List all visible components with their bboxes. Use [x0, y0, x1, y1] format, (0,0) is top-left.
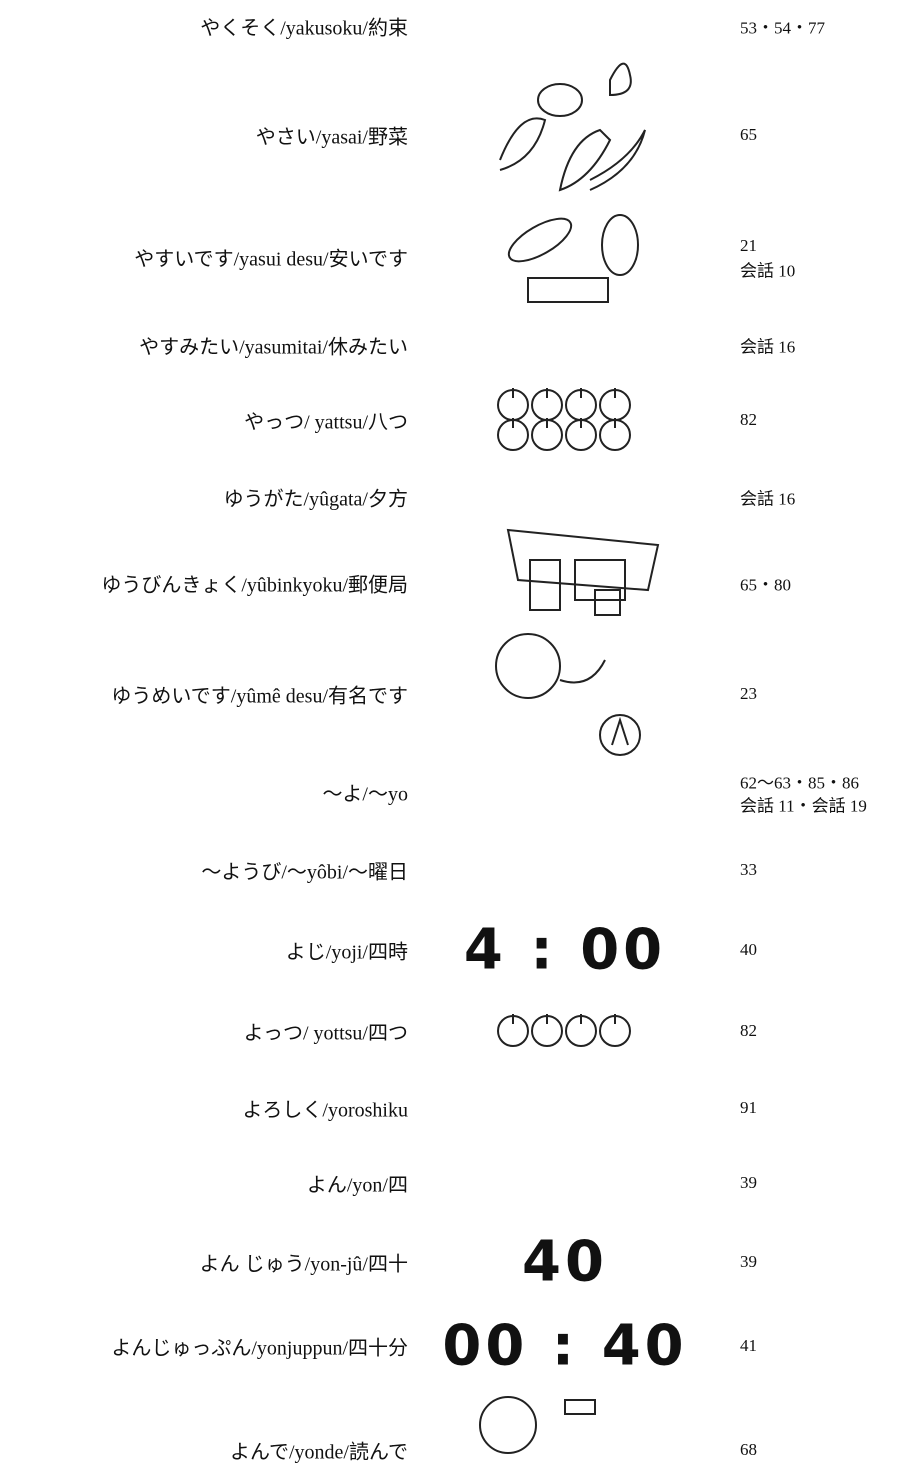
page-ref: 40: [740, 940, 757, 959]
term: よん じゅう/yon-jû/四十: [199, 1253, 408, 1276]
term: やすみたい/yasumitai/休みたい: [139, 336, 408, 359]
term: やっつ/ yattsu/八つ: [244, 411, 408, 434]
term: やさい/yasai/野菜: [255, 126, 408, 149]
image-text: 4 : 00: [463, 917, 667, 983]
page-ref: 39: [740, 1173, 757, 1192]
page-ref: 62～63・85・86: [740, 773, 859, 792]
term: よん/yon/四: [306, 1174, 408, 1197]
page-ref: 41: [740, 1336, 757, 1355]
reading: [479, 1396, 596, 1454]
term: やすいです/yasui desu/安いです: [134, 248, 408, 271]
page-ref: 会話 16: [740, 489, 796, 509]
post-office: [506, 528, 660, 616]
famous-places: [495, 633, 641, 756]
term: ～よ/～yo: [322, 783, 408, 806]
term: よじ/yoji/四時: [285, 941, 408, 964]
page-ref: 82: [740, 410, 757, 429]
page-ref: 65: [740, 125, 757, 144]
page-ref: 会話 16: [740, 337, 796, 357]
page-ref: 会話 11・会話 19: [740, 796, 867, 815]
page-ref: 68: [740, 1440, 757, 1459]
term: よっつ/ yottsu/四つ: [243, 1022, 408, 1045]
term: よんじゅっぷん/yonjuppun/四十分: [111, 1337, 408, 1360]
page-ref: 21: [740, 235, 757, 255]
page-ref: 91: [740, 1098, 757, 1117]
vegetables: [499, 62, 646, 192]
term: ゆうがた/yûgata/夕方: [223, 488, 408, 511]
page-ref: 65・80: [740, 575, 791, 595]
term: やくそく/yakusoku/約束: [200, 17, 408, 40]
image-text: 40: [522, 1229, 608, 1295]
page-ref: 53・54・77: [740, 18, 825, 38]
page-ref: 会話 10: [740, 261, 796, 280]
term: よろしく/yoroshiku: [242, 1099, 408, 1122]
page-ref: 33: [740, 860, 757, 879]
page-ref: 39: [740, 1252, 757, 1271]
term: ゆうびんきょく/yûbinkyoku/郵便局: [101, 574, 408, 597]
sandals: [507, 214, 639, 303]
term: ゆうめいです/yûmê desu/有名です: [111, 685, 408, 708]
image-text: 00 : 40: [442, 1313, 688, 1379]
page-ref: 82: [740, 1021, 757, 1040]
term: よんで/yonde/読んで: [230, 1441, 408, 1464]
term: ～ようび/～yôbi/～曜日: [201, 861, 408, 884]
page-ref: 23: [740, 684, 757, 703]
